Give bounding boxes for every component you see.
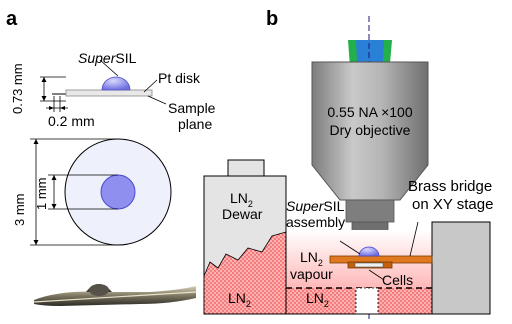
sil-photograph <box>30 268 200 322</box>
cells-label: Cells <box>382 272 414 288</box>
dewar-label-line1: LN2 <box>230 190 253 209</box>
sample-plane-label-1: Sample <box>168 100 216 116</box>
supersil-assembly-label: SuperSIL <box>286 198 345 214</box>
xy-stage <box>431 221 491 315</box>
objective-label-line2: Dry objective <box>329 122 411 138</box>
supersil-label: SuperSIL <box>78 50 137 66</box>
vapour-label-line1: LN2 <box>300 249 323 268</box>
brass-bridge-label-line2: on XY stage <box>412 196 494 213</box>
pt-disk-label: Pt disk <box>158 70 201 86</box>
sil-side-view <box>40 59 167 112</box>
panel-a-label: a <box>6 8 18 30</box>
ln2-left-label: LN2 <box>228 290 251 309</box>
panel-b-label: b <box>266 8 279 30</box>
dewar-label-line2: Dewar <box>222 206 263 222</box>
sil-lens <box>101 76 131 91</box>
objective <box>311 61 429 235</box>
offset-dimension-label: 0.2 mm <box>48 113 95 129</box>
brass-bridge-label-line1: Brass bridge <box>408 178 493 195</box>
cryostat <box>203 159 491 315</box>
height-dimension-label: 0.73 mm <box>10 63 25 114</box>
inner-sil <box>100 174 136 210</box>
sil-assembly-lens <box>358 246 380 257</box>
objective-label-line1: 0.55 NA ×100 <box>327 104 413 120</box>
vapour-label-line2: vapour <box>290 266 333 282</box>
pt-disk <box>65 89 153 97</box>
assembly-label: assembly <box>286 214 346 230</box>
sample-plane-label-2: plane <box>178 116 213 132</box>
outer-diameter-label: 3 mm <box>12 193 27 227</box>
sil-top-view <box>30 138 172 246</box>
brass-bridge <box>329 221 433 281</box>
ln2-center-label: LN2 <box>306 290 329 309</box>
inner-diameter-label: 1 mm <box>34 177 49 211</box>
